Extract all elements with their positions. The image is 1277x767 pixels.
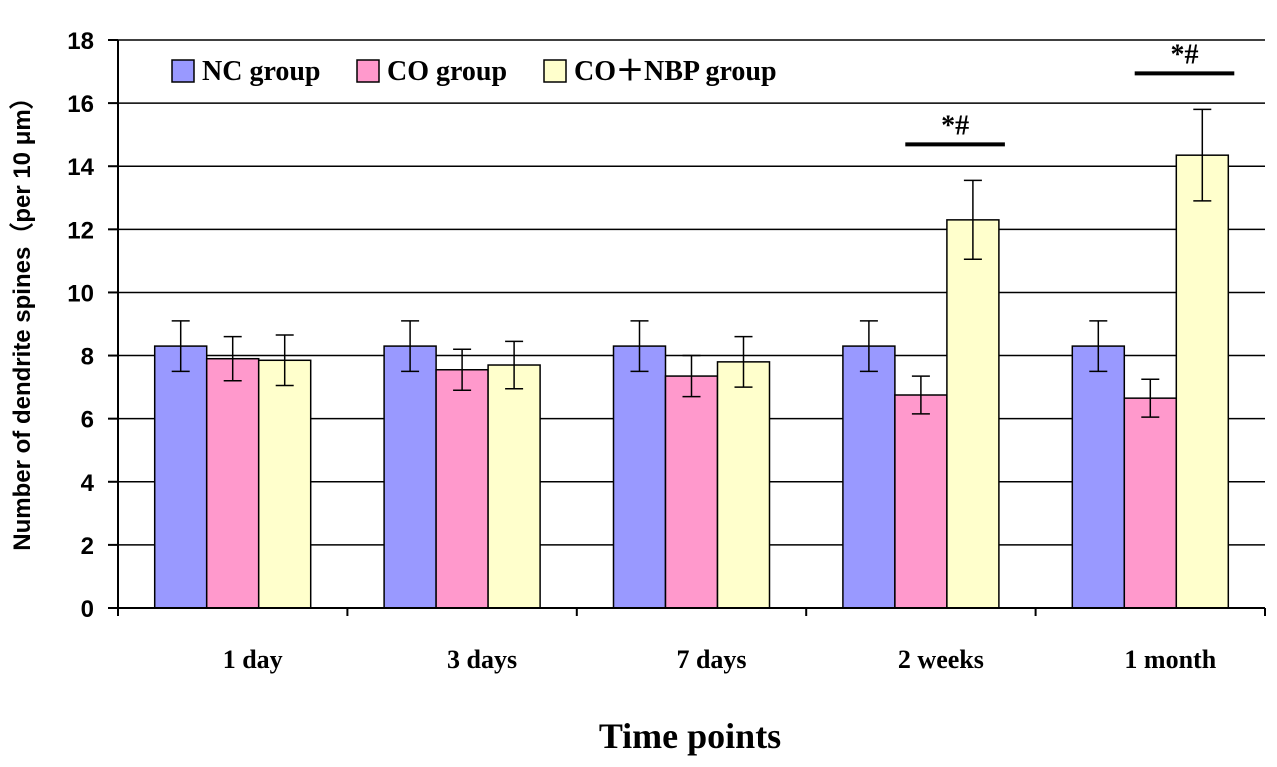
y-tick-label: 16 (67, 91, 94, 118)
bars (153, 154, 1230, 609)
bar-co-nbp (1175, 154, 1230, 609)
bar-nc (842, 345, 896, 609)
bar-co (205, 357, 260, 609)
legend-label: CO group (387, 56, 507, 87)
x-tick-label: 3 days (447, 645, 517, 674)
axes (117, 40, 1265, 609)
legend-swatch (171, 59, 195, 83)
significance-label: *# (1171, 39, 1199, 70)
bar-co (435, 369, 489, 609)
significance-label: *# (941, 110, 969, 141)
legend: NC group CO group CO＋NBP group (171, 56, 777, 87)
error-bars (171, 108, 1212, 418)
y-tick-label: 12 (67, 217, 94, 244)
bar-co (1123, 397, 1178, 609)
x-ticks: 1 day 3 days 7 days 2 weeks 1 month (117, 608, 1266, 674)
bar-co (664, 375, 719, 609)
bar-nc (153, 345, 208, 609)
bar-nc (383, 345, 437, 609)
x-tick-label: 1 month (1124, 645, 1216, 674)
legend-swatch (543, 59, 567, 83)
x-axis-title: Time points (599, 716, 781, 756)
y-tick-label: 8 (81, 344, 94, 371)
y-tick-label: 14 (67, 154, 94, 181)
legend-swatch (356, 59, 380, 83)
y-axis-title: Number of dendrite spines（per 10 μm） (9, 85, 36, 550)
legend-label: NC group (202, 56, 321, 87)
y-tick-label: 6 (81, 407, 94, 434)
bar-co-nbp (487, 364, 541, 609)
x-tick-label: 1 day (223, 645, 283, 674)
legend-label: CO＋NBP group (574, 56, 777, 87)
y-tick-label: 18 (67, 28, 94, 55)
x-tick-label: 2 weeks (898, 645, 984, 674)
bar-nc (612, 345, 667, 609)
y-tick-label: 10 (67, 280, 94, 307)
bar-co-nbp (257, 359, 312, 609)
significance-annotations: *# *# (905, 39, 1235, 147)
bar-co-nbp (946, 219, 1000, 609)
y-tick-label: 4 (81, 470, 95, 497)
y-ticks: 0 2 4 6 8 10 12 14 16 18 (67, 28, 118, 623)
y-tick-label: 2 (81, 533, 94, 560)
bar-nc (1071, 345, 1126, 609)
y-tick-label: 0 (81, 596, 94, 623)
x-tick-label: 7 days (676, 645, 746, 674)
bar-co-nbp (716, 361, 771, 609)
bar-co (894, 394, 948, 609)
